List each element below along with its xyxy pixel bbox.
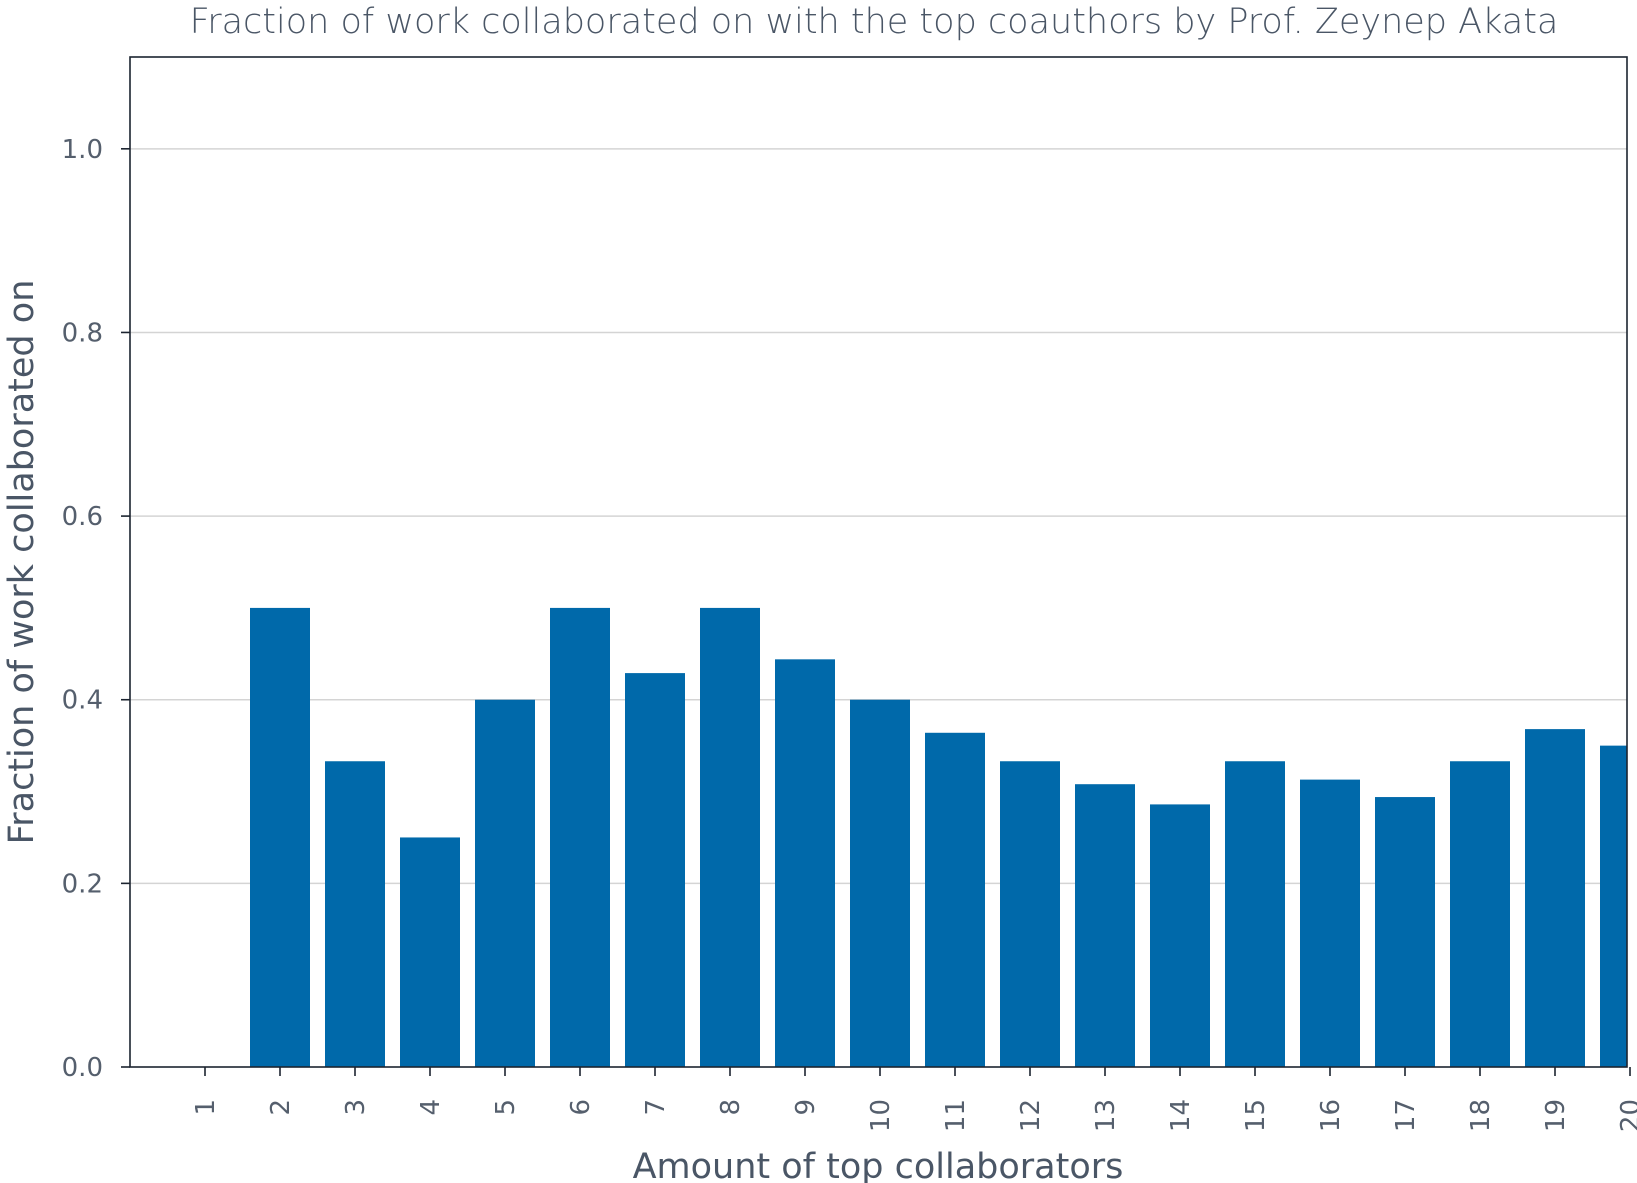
bar-10: [850, 699, 910, 1067]
bar-12: [1000, 761, 1060, 1067]
x-tick-label: 20: [1616, 1099, 1637, 1132]
y-tick-label: 0.0: [62, 1053, 103, 1083]
x-tick-label: 17: [1391, 1099, 1421, 1132]
bar-11: [925, 732, 985, 1067]
x-tick-label: 14: [1166, 1099, 1196, 1132]
x-tick-label: 19: [1541, 1099, 1571, 1132]
x-tick-label: 10: [866, 1099, 896, 1132]
x-tick-label: 8: [716, 1099, 746, 1116]
x-axis-ticks: 1 2 3 4 5 6 7 8 9 10 11 12 13 14 15 16 17 18 19 20: [191, 1067, 1637, 1132]
plot-frame: [129, 56, 1628, 1068]
bar-14: [1150, 804, 1210, 1067]
bar-16: [1300, 779, 1360, 1067]
y-axis-label: Fraction of work collaborated on: [2, 280, 42, 845]
x-tick-label: 15: [1241, 1099, 1271, 1132]
bar-9: [775, 659, 835, 1067]
bar-19: [1525, 729, 1585, 1067]
chart-title: Fraction of work collaborated on with th…: [190, 2, 1559, 42]
bar-20: [1600, 745, 1627, 1067]
x-tick-label: 7: [641, 1099, 671, 1116]
bar-2: [250, 607, 310, 1067]
y-axis-ticks: 0.0 0.2 0.4 0.6 0.8 1.0: [62, 135, 130, 1083]
y-tick-label: 0.8: [62, 318, 103, 348]
bar-13: [1075, 784, 1135, 1067]
x-tick-label: 3: [341, 1099, 371, 1116]
bar-6: [550, 607, 610, 1067]
x-tick-label: 13: [1091, 1099, 1121, 1132]
y-tick-label: 1.0: [62, 135, 103, 165]
x-tick-label: 12: [1016, 1099, 1046, 1132]
bar-18: [1450, 761, 1510, 1067]
bar-15: [1225, 761, 1285, 1067]
bar-3: [325, 761, 385, 1067]
x-tick-label: 1: [191, 1099, 221, 1116]
y-tick-label: 0.2: [62, 869, 103, 899]
bar-4: [400, 837, 460, 1067]
y-tick-label: 0.6: [62, 502, 103, 532]
x-tick-label: 6: [566, 1099, 596, 1116]
bar-17: [1375, 797, 1435, 1067]
bar-5: [475, 699, 535, 1067]
x-tick-label: 5: [491, 1099, 521, 1116]
bars: [250, 607, 1627, 1067]
y-tick-label: 0.4: [62, 686, 103, 716]
bar-8: [700, 607, 760, 1067]
x-tick-label: 9: [791, 1099, 821, 1116]
bar-7: [625, 673, 685, 1067]
x-tick-label: 2: [266, 1099, 296, 1116]
x-tick-label: 11: [941, 1099, 971, 1132]
x-axis-label: Amount of top collaborators: [633, 1147, 1124, 1183]
x-tick-label: 16: [1316, 1099, 1346, 1132]
x-tick-label: 4: [416, 1099, 446, 1116]
x-tick-label: 18: [1466, 1099, 1496, 1132]
